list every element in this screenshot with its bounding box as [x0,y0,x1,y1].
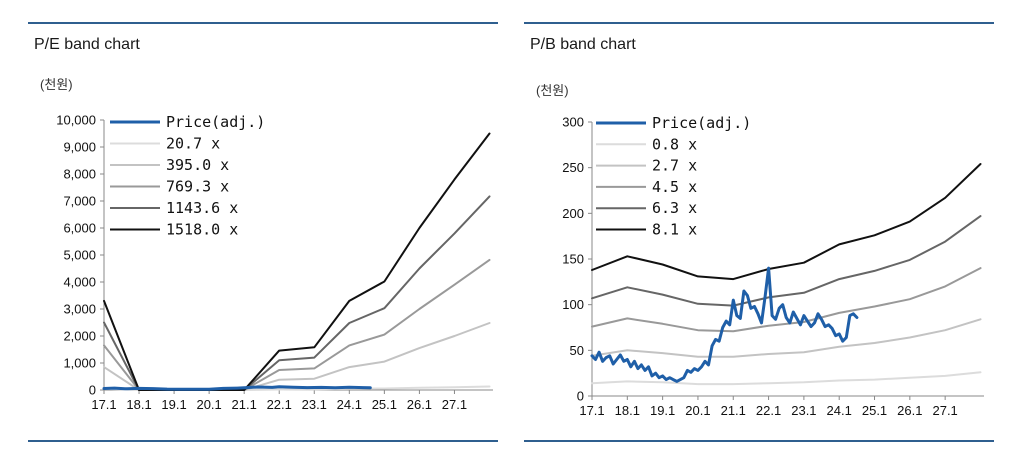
x-tick-label: 21.1 [232,397,257,412]
pb-band-panel: P/B band chart (천원) 0 50 100 150 200 250 300 17… [524,0,994,464]
y-tick-label: 8,000 [63,167,96,182]
x-tick-label: 23.1 [791,403,816,418]
x-tick-label: 17.1 [91,397,116,412]
band-series-line [103,258,491,391]
band-series-line [591,267,982,333]
top-rule [28,22,498,24]
pe-band-panel: P/E band chart (천원) 0 1,000 2,000 3,000 4,00… [28,0,498,464]
x-tick-label: 23.1 [302,397,327,412]
bottom-rule [524,440,994,442]
band-series-line [591,371,982,386]
y-tick-label: 1,000 [63,356,96,371]
y-tick-label: 200 [562,206,584,221]
x-tick-label: 27.1 [442,397,467,412]
pb-unit-label: (천원) [536,83,569,98]
legend-label: 2.7 x [652,157,697,175]
x-tick-label: 19.1 [161,397,186,412]
pe-chart-title: P/E band chart [34,36,140,53]
y-tick-label: 0 [577,389,584,404]
y-tick-label: 4,000 [63,275,96,290]
legend-label: 395.0 x [166,156,229,174]
pb-band-chart: 0 50 100 150 200 250 300 17.1 18.1 19.1 20.1 21.1 22… [562,114,984,418]
y-tick-label: 3,000 [63,302,96,317]
legend-label: 1143.6 x [166,199,238,217]
y-tick-label: 10,000 [56,113,96,128]
x-tick-label: 26.1 [897,403,922,418]
top-rule [524,22,994,24]
legend-label: 20.7 x [166,135,220,153]
x-tick-label: 20.1 [196,397,221,412]
band-series-line [591,215,982,307]
x-tick-label: 20.1 [685,403,710,418]
y-tick-label: 2,000 [63,329,96,344]
band-series-line [103,322,491,391]
y-tick-label: 300 [562,115,584,130]
band-series-line [591,318,982,358]
legend-label: 4.5 x [652,178,697,196]
x-tick-label: 17.1 [579,403,604,418]
x-tick-label: 22.1 [267,397,292,412]
y-tick-label: 0 [89,383,96,398]
legend-label: 769.3 x [166,178,229,196]
x-tick-label: 26.1 [407,397,432,412]
x-tick-label: 24.1 [337,397,362,412]
y-tick-label: 100 [562,297,584,312]
y-tick-label: 9,000 [63,140,96,155]
legend-label: 6.3 x [652,199,697,217]
band-series-line [591,163,982,281]
x-tick-label: 25.1 [862,403,887,418]
legend-label: 0.8 x [652,135,697,153]
x-tick-label: 25.1 [372,397,397,412]
legend-label: Price(adj.) [166,113,265,131]
pe-unit-label: (천원) [40,77,73,92]
band-series-line [103,195,491,391]
y-tick-label: 5,000 [63,248,96,263]
y-tick-label: 50 [570,343,584,358]
legend-label: 8.1 x [652,221,697,239]
x-tick-label: 19.1 [650,403,675,418]
price-series-line [102,385,372,391]
y-tick-label: 150 [562,252,584,267]
x-tick-label: 22.1 [756,403,781,418]
band-series-line [103,132,491,391]
x-tick-label: 18.1 [126,397,151,412]
pe-band-chart: 0 1,000 2,000 3,000 4,000 5,000 6,000 7,000 8,00… [56,113,493,412]
legend-label: Price(adj.) [652,114,751,132]
bottom-rule [28,440,498,442]
y-tick-label: 6,000 [63,221,96,236]
x-tick-label: 27.1 [932,403,957,418]
x-tick-label: 21.1 [721,403,746,418]
y-tick-label: 7,000 [63,194,96,209]
x-tick-label: 18.1 [615,403,640,418]
x-tick-label: 24.1 [827,403,852,418]
legend-label: 1518.0 x [166,221,238,239]
price-series-line [590,266,859,383]
pb-chart-title: P/B band chart [530,36,636,53]
y-tick-label: 250 [562,160,584,175]
